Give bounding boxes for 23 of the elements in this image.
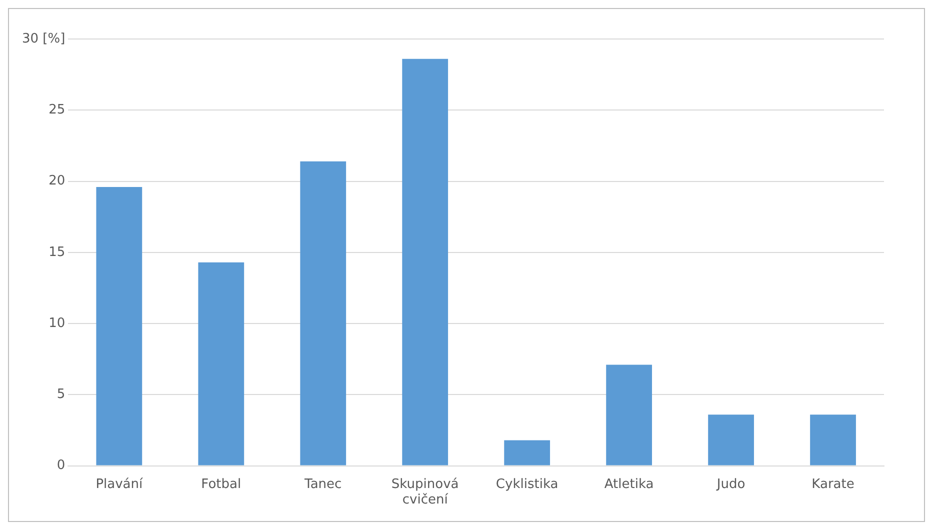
y-tick-label: 5	[56, 387, 66, 402]
x-tick-label: Fotbal	[201, 476, 242, 492]
bar	[198, 262, 244, 466]
y-tick-label: 20	[48, 174, 66, 189]
x-tick-label: Tanec	[304, 476, 342, 492]
bar	[300, 161, 346, 466]
x-tick-label: Plavání	[96, 476, 144, 492]
x-tick-label: Skupinová cvičení	[391, 476, 459, 508]
y-tick-label: 0	[56, 458, 66, 474]
bar	[708, 414, 754, 466]
y-tick-label: 30 [%]	[22, 31, 66, 46]
bar	[96, 186, 142, 466]
x-tick-label: Atletika	[604, 476, 654, 492]
x-tick-label: Cyklistika	[496, 476, 558, 492]
bar	[810, 414, 856, 466]
y-tick-label: 10	[48, 316, 66, 331]
bar	[606, 364, 652, 466]
x-tick-label: Karate	[812, 476, 854, 492]
bar	[504, 440, 550, 466]
y-tick-label: 15	[48, 244, 66, 260]
y-tick-label: 25	[48, 102, 66, 118]
x-tick-label: Judo	[716, 476, 746, 492]
bar	[402, 58, 448, 466]
